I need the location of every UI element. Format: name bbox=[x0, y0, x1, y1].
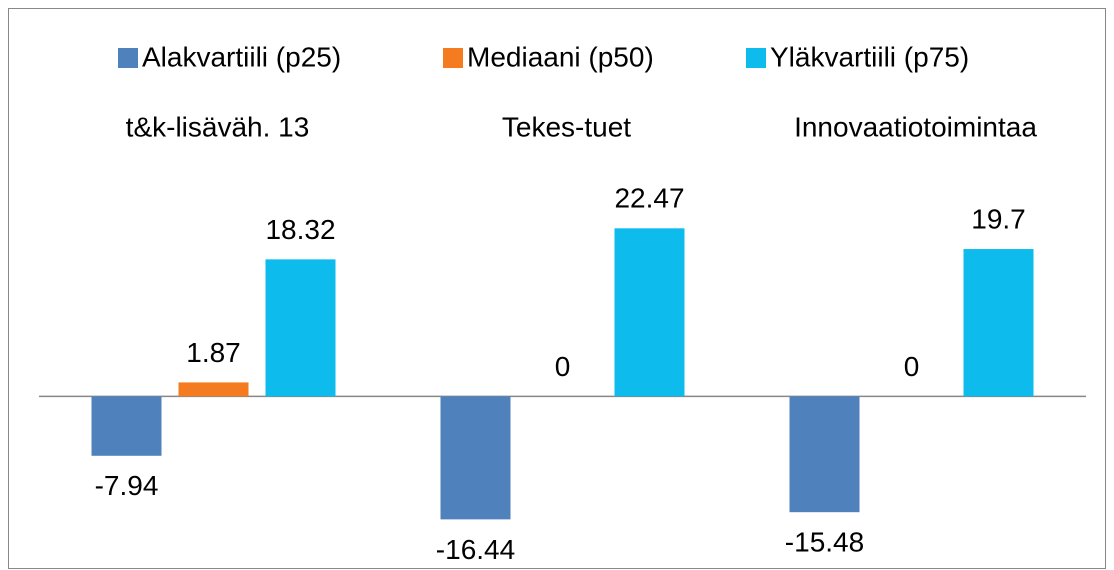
category-label: Tekes-tuet bbox=[502, 111, 631, 142]
bar bbox=[91, 396, 162, 456]
value-label: -16.44 bbox=[436, 534, 515, 565]
bar bbox=[178, 382, 249, 397]
bar bbox=[265, 259, 336, 397]
legend-label: Yläkvartiili (p75) bbox=[770, 41, 969, 72]
legend-swatch bbox=[118, 48, 138, 68]
value-label: 1.87 bbox=[186, 337, 241, 368]
legend-swatch bbox=[746, 48, 766, 68]
category-label: Innovaatiotoimintaa bbox=[794, 111, 1037, 142]
bar bbox=[440, 396, 511, 520]
value-label: 0 bbox=[904, 351, 920, 382]
value-label: 0 bbox=[555, 351, 571, 382]
legend-label: Alakvartiili (p25) bbox=[142, 41, 341, 72]
chart-frame bbox=[8, 8, 1106, 569]
value-label: 18.32 bbox=[265, 214, 335, 245]
value-label: 22.47 bbox=[614, 183, 684, 214]
category-label: t&k-lisäväh. 13 bbox=[126, 111, 310, 142]
bar bbox=[789, 396, 860, 513]
value-label: -7.94 bbox=[95, 470, 159, 501]
legend-label: Mediaani (p50) bbox=[467, 41, 654, 72]
value-label: 19.7 bbox=[971, 203, 1026, 234]
bar bbox=[614, 228, 685, 397]
legend-swatch bbox=[443, 48, 463, 68]
value-label: -15.48 bbox=[785, 527, 864, 558]
bar bbox=[963, 249, 1034, 397]
